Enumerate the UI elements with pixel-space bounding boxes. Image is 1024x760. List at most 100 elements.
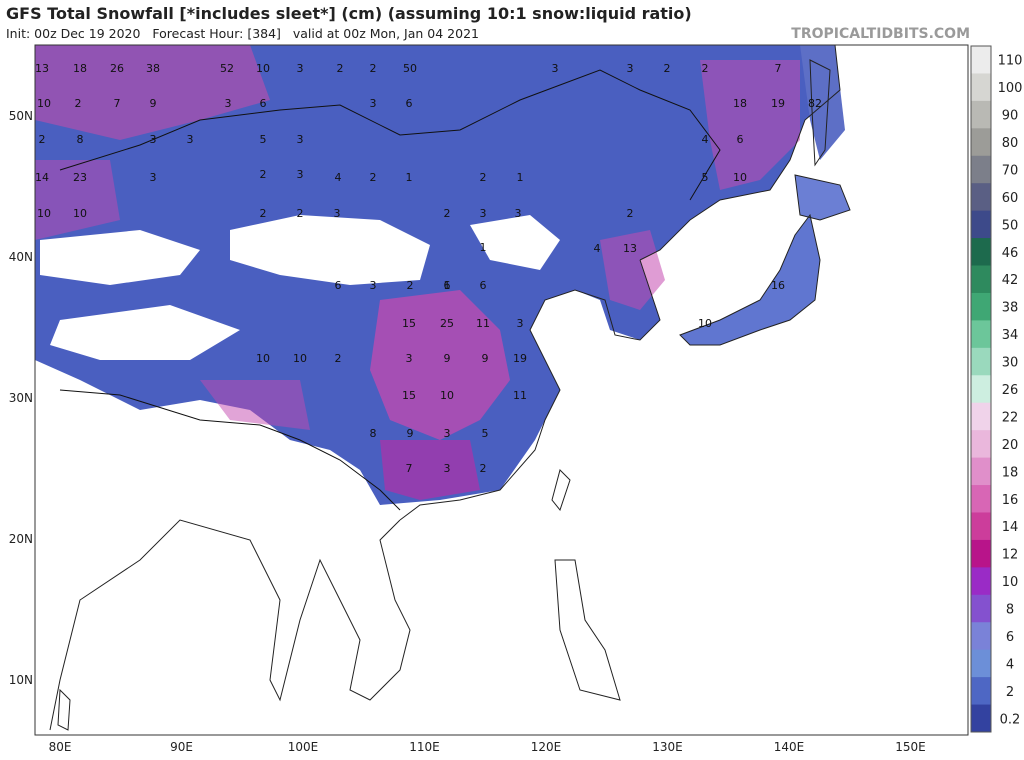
point-label: 5 <box>260 133 267 146</box>
point-label: 10 <box>293 352 307 365</box>
border <box>59 69 721 201</box>
point-label: 2 <box>702 62 709 75</box>
point-label: 19 <box>771 97 785 110</box>
point-label: 19 <box>513 352 527 365</box>
point-label: 6 <box>444 279 451 292</box>
point-label: 10 <box>37 207 51 220</box>
philippines <box>554 559 621 701</box>
colorbar-label: 16 <box>1002 493 1019 508</box>
point-label: 10 <box>256 352 270 365</box>
colorbar-cell <box>971 402 991 431</box>
point-label: 3 <box>150 133 157 146</box>
point-label: 25 <box>440 317 454 330</box>
point-label: 7 <box>406 462 413 475</box>
point-label: 6 <box>335 279 342 292</box>
point-label: 3 <box>444 427 451 440</box>
point-label: 2 <box>297 207 304 220</box>
colorbar-cell <box>971 292 991 321</box>
colorbar-cell <box>971 677 991 706</box>
point-label: 10 <box>440 389 454 402</box>
map-frame <box>34 44 969 736</box>
colorbar-cell <box>971 128 991 157</box>
colorbar-label: 110 <box>998 54 1023 69</box>
point-label: 8 <box>370 427 377 440</box>
point-label: 3 <box>552 62 559 75</box>
no-snow <box>40 230 200 285</box>
lon-label: 150E <box>895 740 926 754</box>
point-label: 9 <box>444 352 451 365</box>
colorbar-label: 4 <box>1006 657 1014 672</box>
point-label: 3 <box>515 207 522 220</box>
lat-label: 30N <box>9 391 33 405</box>
hokkaido <box>794 174 851 221</box>
point-label: 2 <box>370 171 377 184</box>
colorbar-label: 70 <box>1002 163 1019 178</box>
heavy-snow <box>380 440 480 500</box>
point-label: 3 <box>297 168 304 181</box>
lat-label: 20N <box>9 532 33 546</box>
lon-label: 100E <box>288 740 319 754</box>
point-label: 13 <box>35 62 49 75</box>
colorbar-frame <box>970 45 992 733</box>
point-label: 3 <box>370 279 377 292</box>
coastlines <box>49 45 851 731</box>
colorbar-label: 100 <box>998 81 1023 96</box>
colorbar-label: 42 <box>1002 273 1019 288</box>
colorbar-label: 18 <box>1002 465 1019 480</box>
colorbar-label: 60 <box>1002 191 1019 206</box>
japan <box>679 213 821 346</box>
point-label: 26 <box>110 62 124 75</box>
colorbar-cell <box>971 265 991 294</box>
lon-label: 90E <box>170 740 193 754</box>
point-label: 5 <box>482 427 489 440</box>
point-label: 6 <box>480 279 487 292</box>
lat-label: 50N <box>9 109 33 123</box>
point-label: 10 <box>256 62 270 75</box>
point-label: 15 <box>402 317 416 330</box>
point-label: 4 <box>335 171 342 184</box>
point-label: 3 <box>627 62 634 75</box>
point-label: 7 <box>775 62 782 75</box>
heavy-snow <box>600 230 665 310</box>
point-label: 14 <box>35 171 49 184</box>
heavy-snow <box>200 380 310 430</box>
point-label: 18 <box>73 62 87 75</box>
point-label: 5 <box>702 171 709 184</box>
point-label: 1 <box>406 171 413 184</box>
point-label: 10 <box>37 97 51 110</box>
point-label: 3 <box>444 462 451 475</box>
point-label: 4 <box>702 133 709 146</box>
point-label: 3 <box>480 207 487 220</box>
no-snow <box>470 215 560 270</box>
colorbar-cell <box>971 430 991 459</box>
point-label: 3 <box>297 62 304 75</box>
colorbar-label: 34 <box>1002 328 1019 343</box>
sri-lanka <box>57 688 71 731</box>
colorbar-label: 10 <box>1002 575 1019 590</box>
colorbar-cell <box>971 347 991 376</box>
point-label: 13 <box>623 242 637 255</box>
colorbar-cell <box>971 155 991 184</box>
title: GFS Total Snowfall [*includes sleet*] (c… <box>6 4 692 23</box>
colorbar-cell <box>971 539 991 568</box>
colorbar-label: 30 <box>1002 356 1019 371</box>
colorbar-cell <box>971 649 991 678</box>
point-label: 3 <box>370 97 377 110</box>
coastline <box>399 259 661 521</box>
colorbar-label: 2 <box>1006 685 1014 700</box>
coastline <box>49 519 411 731</box>
point-label: 23 <box>73 171 87 184</box>
point-label: 2 <box>260 207 267 220</box>
point-label: 38 <box>146 62 160 75</box>
point-label: 3 <box>334 207 341 220</box>
colorbar-label: 80 <box>1002 136 1019 151</box>
snow-region <box>680 215 820 345</box>
point-label: 1 <box>444 279 451 292</box>
point-label: 52 <box>220 62 234 75</box>
colorbar-label: 12 <box>1002 548 1019 563</box>
colorbar-cell <box>971 100 991 129</box>
colorbar-label: 20 <box>1002 438 1019 453</box>
point-label: 2 <box>260 168 267 181</box>
watermark: TROPICALTIDBITS.COM <box>791 26 970 42</box>
